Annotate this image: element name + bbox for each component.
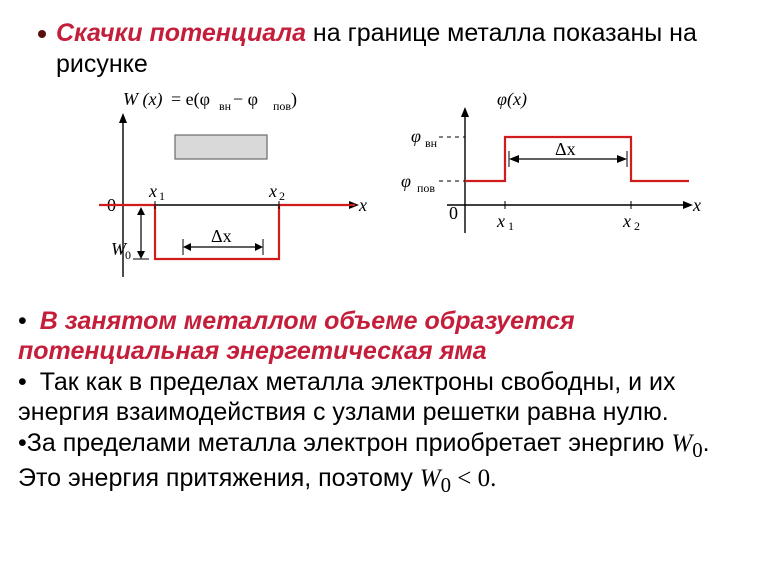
diagram-row: W (x) = e(φ вн − φ пов ) 0 x x 1 x 2 xyxy=(18,87,752,292)
formula-sub1: вн xyxy=(219,99,232,113)
metal-box xyxy=(175,135,267,159)
body-text: В занятом металлом объеме образуется пот… xyxy=(18,306,752,499)
axes-right xyxy=(447,107,693,233)
formula-lhs: W (x) xyxy=(123,89,162,110)
x1-sub: 1 xyxy=(159,189,165,203)
phi-pov-sub: пов xyxy=(417,181,435,195)
para-3-w0-sub: 0 xyxy=(692,438,702,462)
phi-x-label: φ(x) xyxy=(497,89,527,110)
x2r-sub: 2 xyxy=(634,219,640,233)
left-diagram: W (x) = e(φ вн − φ пов ) 0 x x 1 x 2 xyxy=(63,87,373,292)
para-3-ineq-r: < 0 xyxy=(451,465,490,492)
dx-label-left: Δx xyxy=(211,226,232,246)
xaxis-right: x xyxy=(692,195,701,215)
phi-vn: φ xyxy=(411,126,421,146)
x2r-label: x xyxy=(622,211,631,231)
dx-label-right: Δx xyxy=(555,139,576,159)
bullet-icon xyxy=(38,30,46,38)
para-1-emph: В занятом металлом объеме образуется пот… xyxy=(18,307,575,366)
w0-sub: 0 xyxy=(125,248,131,262)
w0-arrow xyxy=(133,207,149,259)
x1r-label: x xyxy=(496,211,505,231)
para-3a: За пределами металла электрон приобретае… xyxy=(27,429,672,457)
para-3-ineq-l: W xyxy=(420,465,441,492)
xaxis-left: x xyxy=(358,195,367,215)
phi-vn-sub: вн xyxy=(425,136,438,150)
para-2: Так как в пределах металла электроны сво… xyxy=(18,367,752,428)
x2-sub: 2 xyxy=(279,189,285,203)
formula-mid: − φ xyxy=(233,89,258,109)
heading-row: Скачки потенциала на границе металла пок… xyxy=(18,18,752,81)
para-3-w0: W xyxy=(671,430,692,457)
phi-pov: φ xyxy=(401,171,411,191)
right-diagram: φ(x) 0 x φ вн φ пов x 1 x 2 xyxy=(397,87,707,292)
formula-end: ) xyxy=(291,89,297,110)
para-1: В занятом металлом объеме образуется пот… xyxy=(18,306,752,367)
heading-text: Скачки потенциала на границе металла пок… xyxy=(56,18,752,81)
heading-emph: Скачки потенциала xyxy=(56,19,306,47)
formula-sub2: пов xyxy=(273,99,291,113)
x1r-sub: 1 xyxy=(508,219,514,233)
para-3: •За пределами металла электрон приобрета… xyxy=(18,428,752,499)
x2-label: x xyxy=(268,181,277,201)
x1-label: x xyxy=(148,181,157,201)
para-2-text: Так как в пределах металла электроны сво… xyxy=(18,368,676,427)
origin-right: 0 xyxy=(449,203,458,223)
para-3-ineq-sub: 0 xyxy=(441,473,451,497)
formula-eq: = e(φ xyxy=(171,89,210,110)
